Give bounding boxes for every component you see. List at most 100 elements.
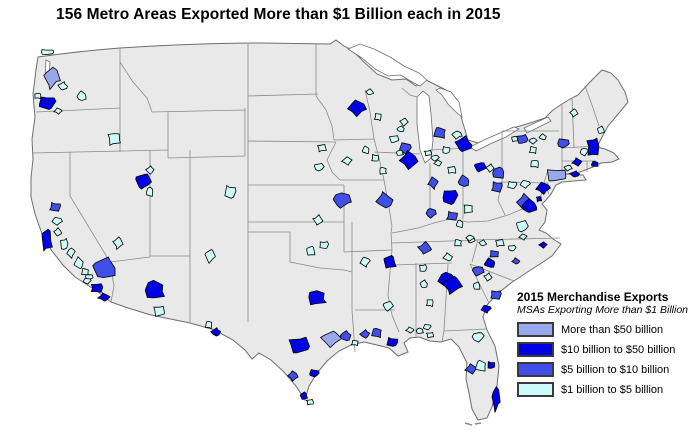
- metro-marker: [57, 81, 68, 91]
- metro-marker: [433, 127, 446, 139]
- metro-marker: [361, 145, 370, 154]
- metro-marker: [305, 398, 314, 406]
- metro-marker: [445, 210, 458, 221]
- metro-marker: [415, 327, 425, 334]
- metro-marker: [309, 369, 320, 378]
- metro-marker: [463, 363, 478, 375]
- metro-marker: [492, 166, 505, 179]
- metro-marker: [474, 162, 487, 173]
- metro-marker: [475, 359, 486, 372]
- metro-marker: [396, 125, 405, 133]
- metro-marker: [389, 135, 400, 144]
- metro-marker: [511, 257, 521, 265]
- lake-superior: [347, 43, 428, 87]
- metro-marker: [557, 138, 570, 149]
- metro-marker: [145, 165, 155, 175]
- metro-marker: [135, 173, 152, 190]
- legend-row-2: $10 billion to $50 billion: [517, 342, 699, 358]
- metro-marker: [480, 304, 492, 314]
- metro-marker: [537, 241, 548, 249]
- metro-marker: [483, 257, 496, 268]
- metro-marker: [442, 145, 451, 154]
- metro-marker: [145, 186, 154, 198]
- metro-marker: [210, 327, 222, 337]
- metro-marker: [489, 250, 499, 258]
- metro-marker: [76, 90, 87, 101]
- metro-marker: [404, 326, 415, 334]
- metro-marker: [519, 179, 531, 189]
- legend-label-2: $10 billion to $50 billion: [561, 343, 676, 356]
- metro-marker: [430, 154, 440, 162]
- metro-marker: [563, 164, 573, 172]
- florida-keys: [464, 422, 482, 426]
- metro-marker: [308, 290, 327, 306]
- metro-marker: [224, 184, 237, 199]
- metro-marker: [528, 137, 538, 145]
- metro-marker: [471, 332, 485, 343]
- metro-marker: [314, 162, 325, 172]
- metro-marker: [490, 290, 502, 300]
- metro-marker: [454, 239, 462, 247]
- metro-marker: [478, 239, 487, 247]
- metro-marker: [107, 133, 121, 146]
- metro-marker: [299, 391, 309, 400]
- metro-marker: [535, 196, 543, 203]
- metro-marker: [596, 125, 605, 134]
- metro-marker: [332, 192, 352, 209]
- us-land-outline: [30, 39, 629, 421]
- metro-marker: [204, 249, 216, 265]
- metro-marker: [528, 145, 537, 155]
- legend-swatch-3: [517, 362, 554, 378]
- metro-marker: [375, 191, 394, 209]
- metro-marker: [422, 324, 432, 331]
- metro-marker: [521, 198, 538, 213]
- metro-marker: [359, 329, 371, 339]
- lake-huron: [435, 87, 463, 119]
- metro-marker: [507, 180, 518, 190]
- legend-label-3: $5 billion to $10 billion: [561, 363, 670, 376]
- legend-swatch-1: [517, 322, 554, 338]
- metro-marker: [41, 49, 55, 56]
- metro-markers: [34, 49, 605, 413]
- metro-marker: [43, 66, 61, 91]
- metro-marker: [586, 137, 600, 156]
- metro-marker: [288, 336, 311, 354]
- metro-marker: [359, 256, 371, 268]
- legend-rows: More than $50 billion $10 billion to $50 …: [517, 322, 699, 398]
- metro-marker: [579, 148, 589, 157]
- metro-marker: [425, 208, 437, 219]
- metro-marker: [112, 236, 124, 251]
- metro-marker: [34, 92, 42, 100]
- legend-row-1: More than $50 billion: [517, 322, 699, 338]
- metro-marker: [440, 275, 464, 296]
- metro-marker: [569, 170, 581, 178]
- metro-marker: [490, 181, 503, 193]
- metro-marker: [538, 133, 547, 141]
- lake-erie: [469, 126, 520, 152]
- lake-michigan: [416, 90, 434, 164]
- metro-marker: [419, 263, 428, 272]
- metro-marker: [591, 160, 599, 167]
- metro-marker: [153, 305, 165, 317]
- metro-marker: [425, 299, 434, 308]
- legend-swatch-2: [517, 342, 554, 358]
- metro-marker: [60, 237, 69, 250]
- metro-marker: [379, 167, 388, 175]
- lake-ontario: [523, 116, 552, 134]
- metro-marker: [419, 279, 428, 289]
- metro-marker: [516, 220, 529, 233]
- metro-marker: [204, 320, 213, 330]
- metro-marker: [454, 134, 473, 153]
- metro-marker: [340, 156, 353, 166]
- metro-marker: [433, 159, 443, 167]
- metro-marker: [350, 339, 359, 347]
- metro-marker: [399, 117, 409, 127]
- metro-marker: [515, 133, 529, 144]
- metro-marker: [82, 277, 92, 285]
- metro-marker: [41, 228, 53, 252]
- legend-title: 2015 Merchandise Exports: [517, 290, 669, 304]
- metro-marker: [90, 283, 104, 293]
- metro-marker: [339, 330, 352, 342]
